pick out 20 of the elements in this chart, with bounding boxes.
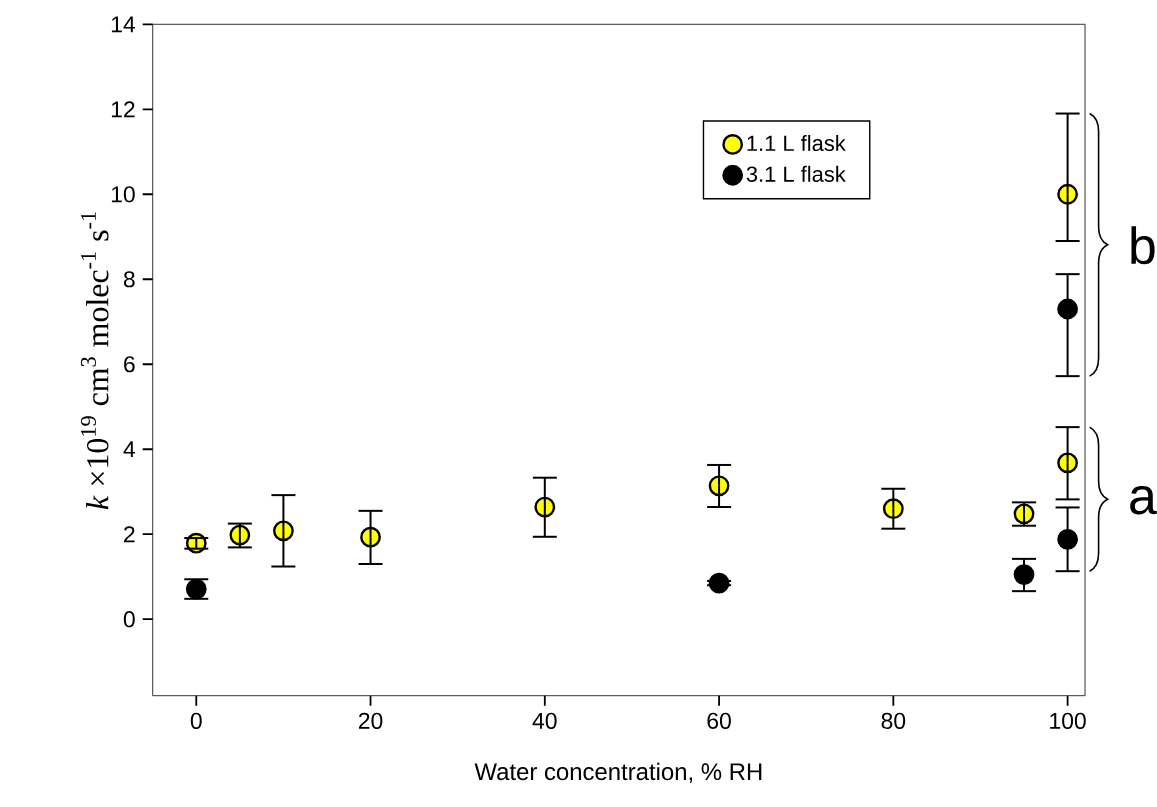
annotation: a	[1130, 486, 1157, 515]
y-tick-label: 12	[111, 101, 135, 118]
x-tick-label: 0	[190, 712, 202, 729]
text: k ×10$^{19}$ cm$^{3}$ molec$^{-1}$ s$^{-1}$	[80, 212, 109, 510]
y-tick-label: 8	[123, 271, 135, 288]
x-tick-label: 100	[1050, 712, 1086, 729]
y-tick-label: 0	[123, 611, 135, 628]
y-tick-label: 2	[124, 526, 135, 543]
x-tick-label: 60	[707, 712, 731, 729]
x-tick-label: 40	[532, 712, 557, 729]
x-axis-title: Water concentration, % RH	[474, 762, 762, 784]
y-tick-label: 6	[124, 356, 135, 373]
legend-label: 1.1 L flask	[747, 135, 846, 152]
x-tick-label: 80	[881, 712, 906, 729]
legend-label: 3.1 L flask	[746, 165, 846, 182]
x-tick-label: 20	[358, 712, 383, 729]
annotation: b	[1131, 226, 1155, 265]
y-tick-label: 14	[111, 16, 135, 33]
y-tick-label: 4	[123, 441, 135, 458]
y-tick-label: 10	[111, 186, 135, 203]
